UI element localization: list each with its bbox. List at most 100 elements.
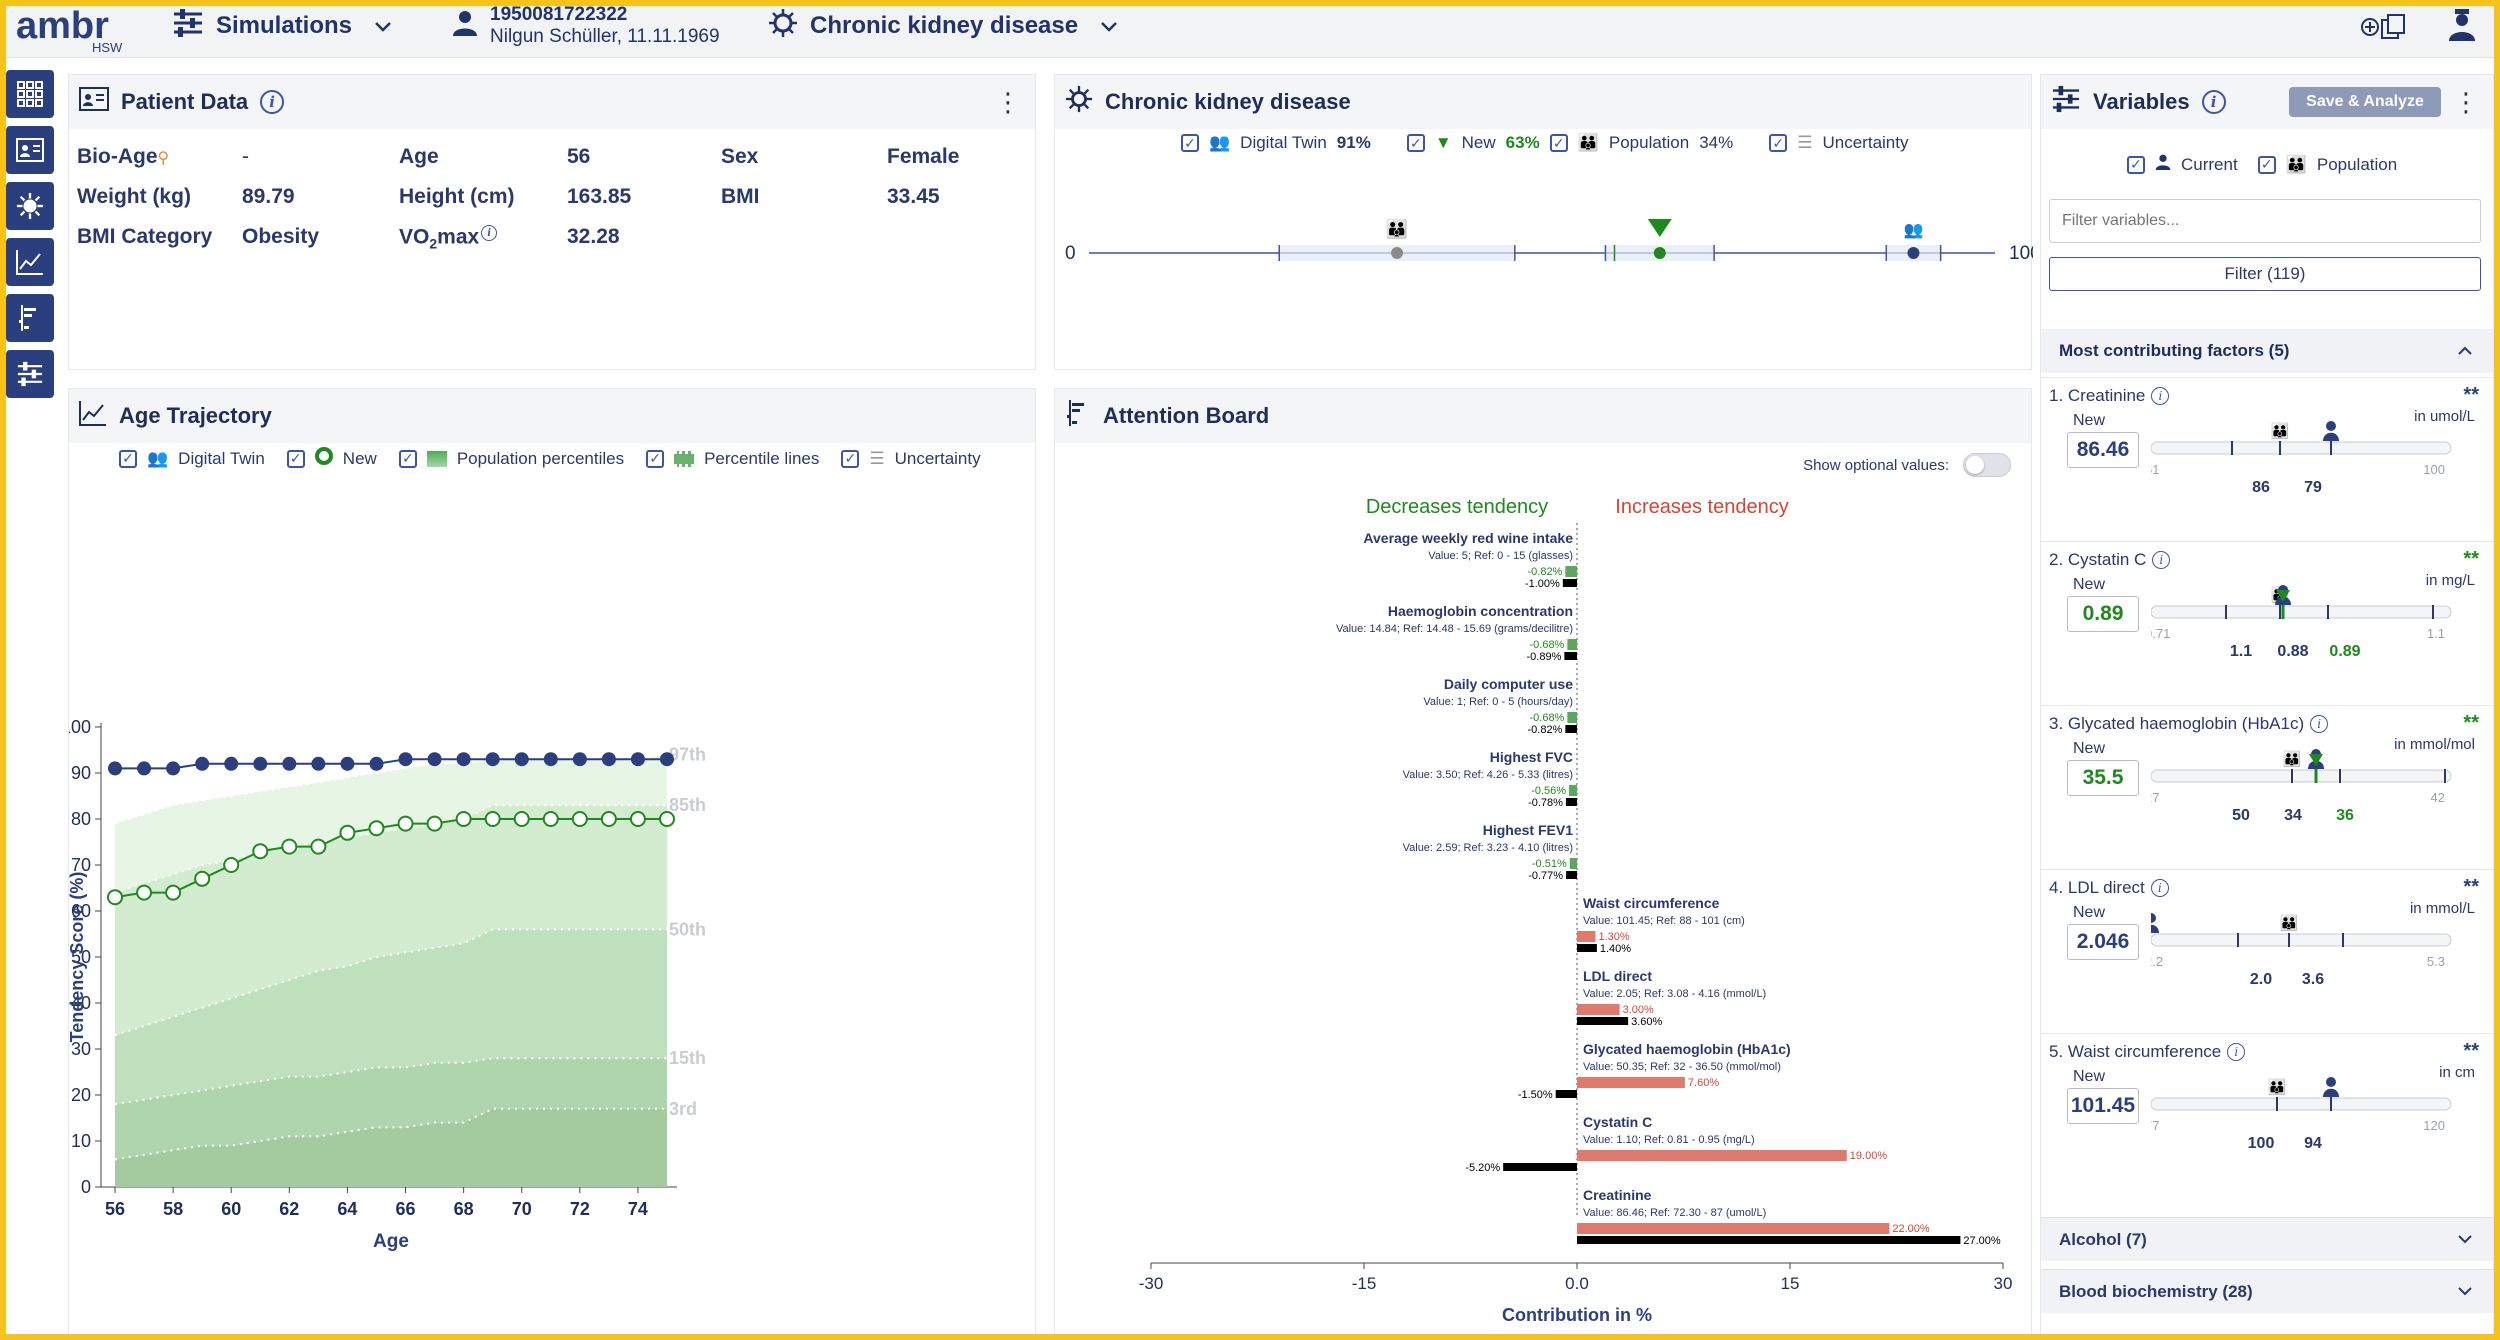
user-doctor-icon[interactable] bbox=[2448, 8, 2476, 47]
twin-checkbox[interactable]: ✓ bbox=[119, 449, 137, 468]
contribution-bar-new bbox=[1577, 931, 1596, 942]
filter-variables-input[interactable] bbox=[2049, 199, 2481, 243]
save-analyze-button[interactable]: Save & Analyze bbox=[2289, 87, 2441, 117]
new-value-input[interactable]: 86.46 bbox=[2067, 432, 2139, 468]
new-checkbox[interactable]: ✓ bbox=[1406, 134, 1425, 152]
patient-card-nav-button[interactable] bbox=[6, 126, 54, 174]
x-axis-label: Age bbox=[373, 1231, 409, 1252]
slider-track bbox=[2151, 1097, 2452, 1111]
y-tick-label: 80 bbox=[71, 809, 91, 829]
info-icon[interactable]: i bbox=[481, 225, 498, 241]
y-tick-label: 60 bbox=[71, 901, 91, 921]
factor-slider: 👪 27 42 50 34 36 bbox=[2151, 749, 2452, 824]
factor-detail: Value: 86.46; Ref: 72.30 - 87 (umol/L) bbox=[1583, 1207, 1766, 1219]
info-icon[interactable]: i bbox=[2227, 1043, 2246, 1061]
patient-id: 1950081722322 bbox=[490, 4, 628, 25]
current-checkbox[interactable]: ✓ bbox=[2127, 155, 2145, 174]
uncertainty-checkbox[interactable]: ✓ bbox=[1769, 134, 1788, 152]
field-value: 56 bbox=[567, 145, 591, 168]
info-icon[interactable]: i bbox=[2310, 715, 2329, 733]
field-label: VO2max i bbox=[399, 225, 498, 252]
grid-nav-button[interactable] bbox=[6, 70, 54, 118]
contribution-label-twin: 1.40% bbox=[1600, 943, 1631, 955]
slider-max-label: 100 bbox=[2423, 462, 2445, 477]
contribution-label-new: -0.82% bbox=[1527, 566, 1562, 578]
field-value: 163.85 bbox=[567, 185, 632, 208]
field-label: Height (cm) bbox=[399, 185, 515, 208]
new-value-input[interactable]: 0.89 bbox=[2067, 596, 2139, 632]
variable-group-accordion[interactable]: Blood biochemistry (28) bbox=[2041, 1269, 2493, 1313]
panel-title: Attention Board bbox=[1103, 403, 1270, 428]
marker-value-label: 0.88 bbox=[2277, 643, 2308, 660]
factor-name: Creatinine bbox=[1583, 1187, 1652, 1203]
optional-values-toggle[interactable] bbox=[1963, 453, 2011, 477]
percentiles-checkbox[interactable]: ✓ bbox=[398, 449, 417, 468]
new-legend-label: New bbox=[342, 448, 377, 468]
new-label: New bbox=[2073, 740, 2106, 757]
disease-selector[interactable]: Chronic kidney disease bbox=[768, 0, 1118, 52]
new-checkbox[interactable]: ✓ bbox=[286, 449, 305, 468]
info-icon[interactable]: i bbox=[2151, 387, 2170, 405]
new-marker bbox=[1653, 247, 1666, 259]
info-icon[interactable]: i bbox=[2150, 879, 2169, 897]
percentile-band bbox=[115, 1108, 667, 1187]
most-contributing-section[interactable]: Most contributing factors (5) bbox=[2041, 329, 2493, 373]
info-icon[interactable]: i bbox=[2201, 90, 2226, 114]
app-logo[interactable]: ambr HSW bbox=[16, 4, 128, 55]
field-label: Weight (kg) bbox=[77, 185, 191, 208]
field-value: Obesity bbox=[242, 225, 320, 248]
disease-nav-button[interactable] bbox=[6, 182, 54, 230]
patient-selector[interactable]: 1950081722322 Nilgun Schüller, 11.11.196… bbox=[452, 0, 720, 52]
virus-icon bbox=[1065, 85, 1093, 119]
new-point bbox=[136, 884, 153, 901]
more-options-icon[interactable]: ⋮ bbox=[995, 87, 1021, 117]
population-checkbox[interactable]: ✓ bbox=[1549, 134, 1568, 152]
info-icon[interactable]: i bbox=[2152, 551, 2171, 569]
attention-nav-button[interactable] bbox=[6, 294, 54, 342]
contribution-bar-twin bbox=[1503, 1163, 1577, 1171]
new-point bbox=[223, 857, 240, 873]
twin-point bbox=[514, 752, 529, 767]
new-point bbox=[368, 820, 385, 837]
population-icon: 👪 bbox=[1386, 218, 1408, 239]
scale-min-label: 0 bbox=[1065, 243, 1076, 264]
factor-detail: Value: 50.35; Ref: 32 - 36.50 (mmol/mol) bbox=[1583, 1061, 1781, 1073]
factor-title-text: 5. Waist circumference bbox=[2049, 1042, 2222, 1061]
slider-track bbox=[2151, 441, 2452, 455]
factor-card: 3. Glycated haemoglobin (HbA1c) i ** New 35.… bbox=[2041, 705, 2493, 869]
new-point bbox=[281, 838, 298, 855]
trajectory-nav-button[interactable] bbox=[6, 238, 54, 286]
marker-value-label: 3.6 bbox=[2302, 971, 2324, 988]
add-compare-icon[interactable] bbox=[2360, 12, 2410, 47]
twin-checkbox[interactable]: ✓ bbox=[1181, 134, 1199, 152]
significance-stars: ** bbox=[2463, 548, 2479, 570]
new-value-input[interactable]: 2.046 bbox=[2067, 924, 2139, 960]
person-icon bbox=[452, 9, 478, 44]
filter-button[interactable]: Filter (119) bbox=[2049, 257, 2481, 291]
more-options-icon[interactable]: ⋮ bbox=[2453, 87, 2479, 117]
variables-nav-button[interactable] bbox=[6, 350, 54, 398]
new-value-input[interactable]: 35.5 bbox=[2067, 760, 2139, 796]
contribution-label-new: -0.68% bbox=[1529, 712, 1564, 724]
risk-scale: 0 100 👪 👥 bbox=[1065, 218, 2033, 264]
significance-stars: ** bbox=[2463, 876, 2479, 898]
x-tick-label: 60 bbox=[221, 1199, 241, 1219]
contribution-bar-twin bbox=[1577, 944, 1597, 952]
x-tick-label: 64 bbox=[337, 1199, 357, 1219]
variable-group-accordion[interactable]: Alcohol (7) bbox=[2041, 1217, 2493, 1261]
person-icon bbox=[2155, 153, 2171, 176]
percentile-lines-checkbox[interactable]: ✓ bbox=[646, 449, 665, 468]
simulations-menu[interactable]: Simulations bbox=[172, 0, 392, 52]
population-checkbox[interactable]: ✓ bbox=[2257, 155, 2276, 174]
triangle-down-icon: ▼ bbox=[1434, 133, 1452, 152]
field-label: Bio-Age⚲ bbox=[77, 145, 170, 168]
uncertainty-checkbox[interactable]: ✓ bbox=[841, 449, 860, 468]
y-tick-label: 50 bbox=[71, 947, 91, 967]
info-icon[interactable]: i bbox=[260, 90, 285, 114]
twin-point bbox=[137, 761, 152, 776]
sliders-icon bbox=[17, 361, 43, 387]
x-tick-label: -15 bbox=[1352, 1274, 1377, 1293]
twin-point bbox=[543, 752, 558, 767]
new-value-input[interactable]: 101.45 bbox=[2067, 1088, 2139, 1124]
